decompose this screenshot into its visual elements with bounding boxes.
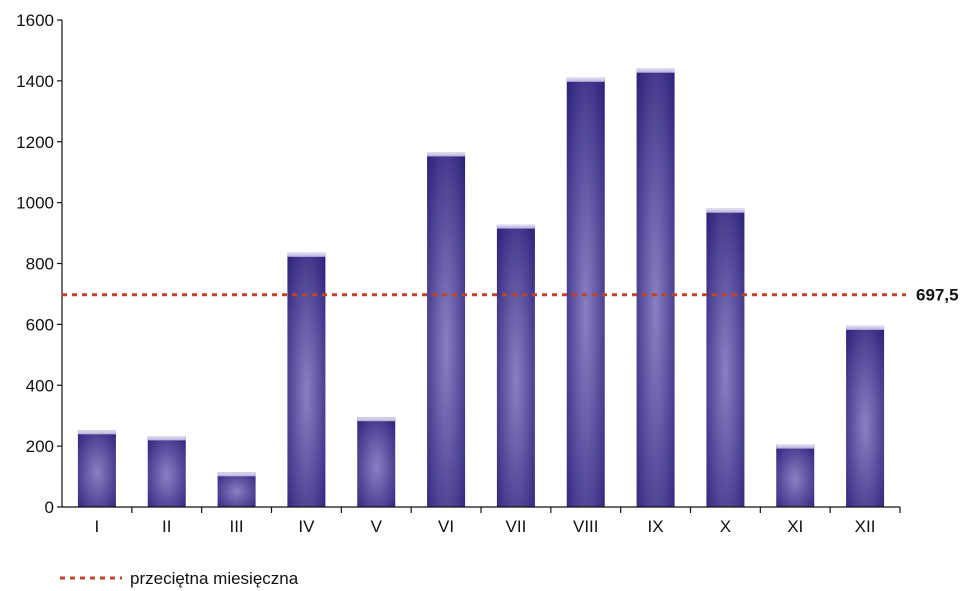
bar-VII: [496, 224, 535, 508]
bar-cap-XI: [776, 444, 815, 449]
axes-layer: [61, 20, 900, 508]
x-tick-label-VIII: VIII: [573, 517, 599, 536]
bar-VIII: [566, 77, 605, 508]
y-tick-label: 600: [26, 315, 54, 334]
x-tick-label-XI: XI: [787, 517, 803, 536]
bar-XI: [776, 444, 815, 507]
bar-IV: [287, 252, 326, 507]
y-tick-label: 200: [26, 437, 54, 456]
y-tick-label: 800: [26, 255, 54, 274]
bar-cap-II: [147, 436, 186, 441]
bars-layer: [77, 68, 885, 508]
x-tick-label-II: II: [162, 517, 171, 536]
x-tick-label-III: III: [229, 517, 243, 536]
bar-cap-VII: [496, 224, 535, 229]
bar-V: [357, 417, 396, 507]
bar-I: [77, 430, 116, 507]
bar-cap-III: [217, 472, 256, 477]
x-tick-label-VII: VII: [506, 517, 527, 536]
y-tick-label: 400: [26, 376, 54, 395]
bar-X: [706, 208, 745, 507]
bar-XII: [846, 325, 885, 507]
bar-cap-VIII: [566, 77, 605, 82]
bar-cap-VI: [427, 152, 466, 157]
bar-cap-X: [706, 208, 745, 213]
x-tick-label-X: X: [720, 517, 731, 536]
x-tick-label-I: I: [95, 517, 100, 536]
x-tick-label-VI: VI: [438, 517, 454, 536]
bar-II: [147, 436, 186, 507]
y-tick-label: 1400: [16, 72, 54, 91]
bar-cap-V: [357, 417, 396, 422]
bar-cap-I: [77, 430, 116, 435]
legend: przeciętna miesięczna: [60, 569, 299, 588]
y-tick-label: 0: [45, 498, 54, 517]
bar-VI: [427, 152, 466, 507]
average-layer: 697,5: [62, 286, 959, 305]
bar-III: [217, 472, 256, 507]
average-value-label: 697,5: [916, 286, 959, 305]
bar-cap-XII: [846, 325, 885, 330]
x-tick-label-V: V: [371, 517, 383, 536]
x-tick-label-IX: IX: [648, 517, 664, 536]
bar-cap-IV: [287, 252, 326, 257]
y-tick-label: 1600: [16, 11, 54, 30]
legend-label-average: przeciętna miesięczna: [130, 569, 299, 588]
x-tick-label-XII: XII: [855, 517, 876, 536]
y-tick-label: 1200: [16, 133, 54, 152]
y-tick-label: 1000: [16, 194, 54, 213]
bar-IX: [636, 68, 675, 507]
bar-cap-IX: [636, 68, 675, 73]
x-tick-label-IV: IV: [298, 517, 315, 536]
